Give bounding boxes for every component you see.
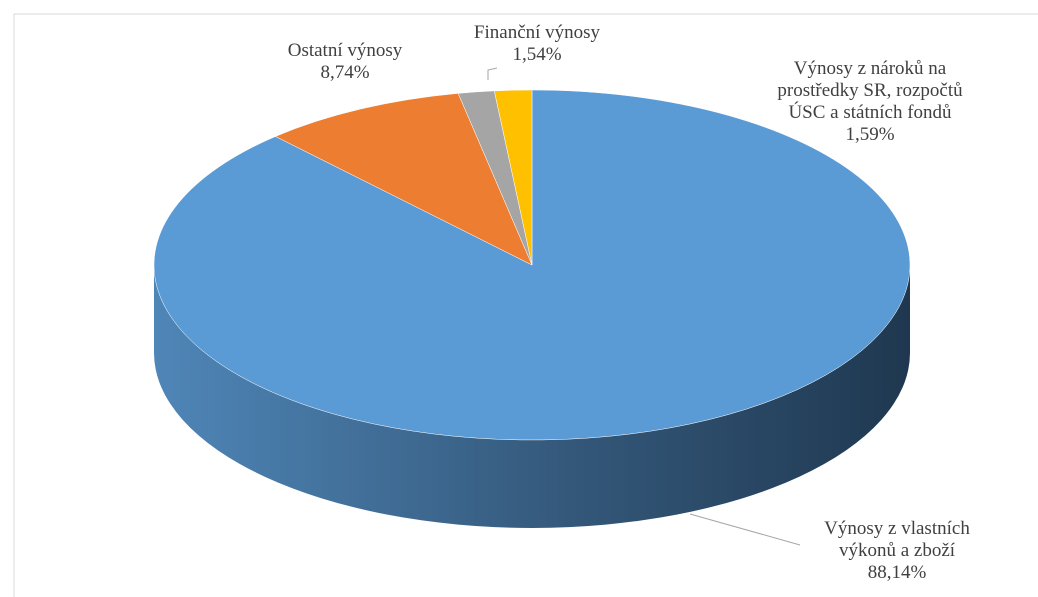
value-label: 8,74% — [320, 62, 370, 83]
category-label: Finanční výnosy — [473, 22, 601, 43]
leader-line — [689, 513, 801, 546]
data-label: Výnosy z vlastních výkonů a zboží 88,14% — [797, 518, 997, 584]
value-label: 1,54% — [512, 44, 562, 65]
data-label: Výnosy z nároků na prostředky SR, rozpoč… — [770, 58, 970, 146]
chart-border — [13, 13, 1038, 597]
category-label: Výnosy z nároků na prostředky SR, rozpoč… — [777, 58, 963, 123]
data-label: Ostatní výnosy 8,74% — [265, 40, 425, 84]
slice — [493, 89, 533, 266]
value-label: 88,14% — [867, 562, 927, 583]
data-label: Finanční výnosy 1,54% — [452, 22, 622, 66]
category-label: Výnosy z vlastních výkonů a zboží — [824, 518, 970, 561]
slice — [274, 93, 533, 266]
leader-line — [487, 67, 498, 80]
slice-side — [154, 265, 910, 528]
category-label: Ostatní výnosy — [287, 40, 403, 61]
value-label: 1,59% — [845, 124, 895, 145]
